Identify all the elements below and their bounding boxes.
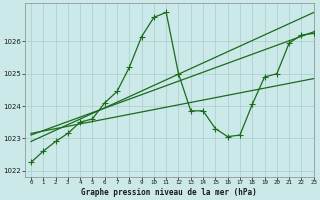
X-axis label: Graphe pression niveau de la mer (hPa): Graphe pression niveau de la mer (hPa)	[81, 188, 257, 197]
